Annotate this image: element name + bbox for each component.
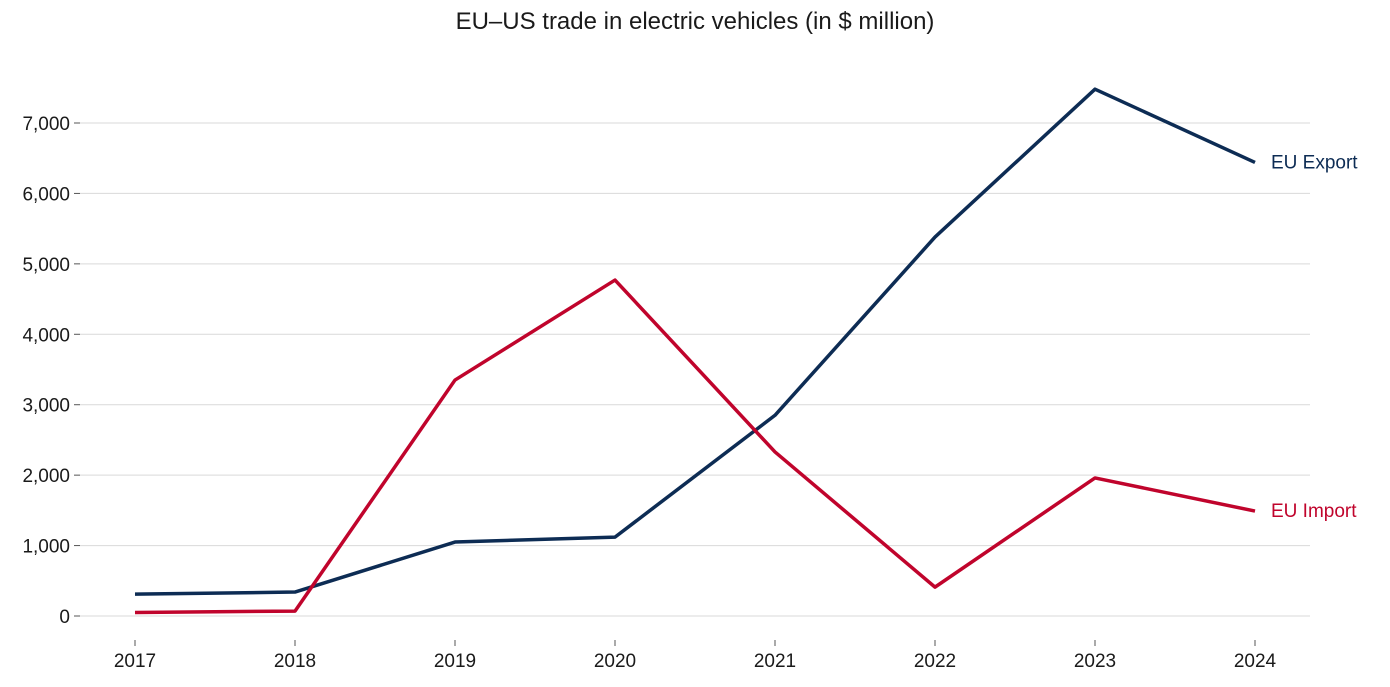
x-tick-label: 2022 [914, 651, 956, 672]
x-tick-label: 2024 [1234, 651, 1277, 672]
x-tick-label: 2021 [754, 651, 796, 672]
series-line-eu-export [134, 87, 1256, 596]
y-tick-label: 5,000 [22, 255, 70, 276]
y-tick-label: 2,000 [22, 466, 70, 487]
series-line-eu-import [134, 278, 1256, 615]
series-labels: EU Export EU Import [1271, 152, 1358, 522]
gridlines [80, 122, 1310, 617]
x-tick-label: 2023 [1074, 651, 1116, 672]
x-tick-label: 2020 [594, 651, 636, 672]
x-tick-label: 2017 [114, 651, 156, 672]
x-tick-label: 2019 [434, 651, 476, 672]
x-tick-label: 2018 [274, 651, 316, 672]
y-tick-label: 0 [59, 607, 70, 628]
series-label-eu-export: EU Export [1271, 152, 1358, 173]
y-tick-label: 6,000 [22, 184, 70, 205]
y-axis: 0 1,000 2,000 3,000 4,000 5,000 6,000 7,000 [22, 114, 80, 628]
y-tick-label: 7,000 [22, 114, 70, 135]
series-label-eu-import: EU Import [1271, 501, 1357, 522]
y-tick-label: 3,000 [22, 396, 70, 417]
y-tick-label: 1,000 [22, 537, 70, 558]
x-axis: 2017 2018 2019 2020 2021 2022 2023 2024 [114, 640, 1277, 672]
y-tick-label: 4,000 [22, 325, 70, 346]
chart-title: EU–US trade in electric vehicles (in $ m… [455, 8, 935, 35]
series-lines [134, 87, 1256, 615]
